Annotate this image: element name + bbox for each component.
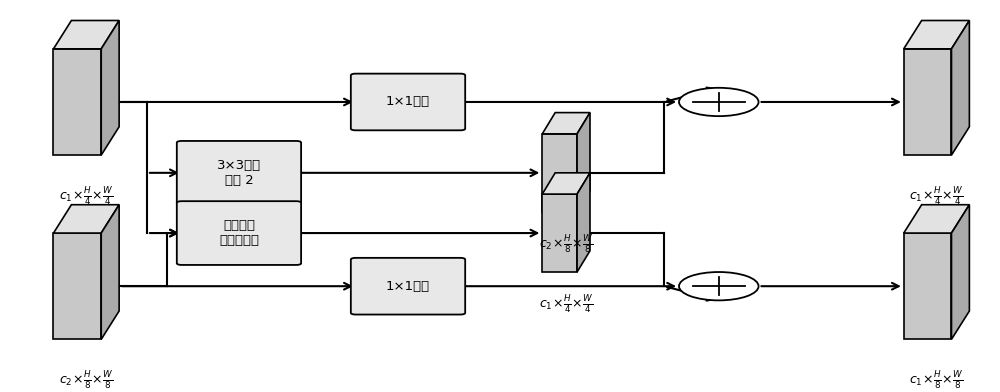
Circle shape	[679, 88, 759, 116]
Polygon shape	[904, 49, 951, 155]
Polygon shape	[101, 20, 119, 155]
Text: $c_1\!\times\!\frac{H}{4}\!\times\!\frac{W}{4}$: $c_1\!\times\!\frac{H}{4}\!\times\!\frac…	[909, 185, 964, 207]
Polygon shape	[951, 205, 969, 339]
Text: $c_1\!\times\!\frac{H}{4}\!\times\!\frac{W}{4}$: $c_1\!\times\!\frac{H}{4}\!\times\!\frac…	[59, 185, 114, 207]
Text: 1×1卷积: 1×1卷积	[386, 96, 430, 109]
Polygon shape	[904, 205, 969, 233]
FancyBboxPatch shape	[177, 201, 301, 265]
FancyBboxPatch shape	[351, 74, 465, 130]
Polygon shape	[542, 194, 577, 272]
Polygon shape	[542, 134, 577, 212]
Text: $c_1\!\times\!\frac{H}{4}\!\times\!\frac{W}{4}$: $c_1\!\times\!\frac{H}{4}\!\times\!\frac…	[539, 293, 593, 315]
Polygon shape	[904, 233, 951, 339]
Text: 语义指导
上采样模块: 语义指导 上采样模块	[219, 219, 259, 247]
Polygon shape	[577, 173, 590, 272]
Text: $c_2\!\times\!\frac{H}{8}\!\times\!\frac{W}{8}$: $c_2\!\times\!\frac{H}{8}\!\times\!\frac…	[59, 369, 114, 391]
Polygon shape	[101, 205, 119, 339]
Polygon shape	[53, 205, 119, 233]
FancyBboxPatch shape	[351, 258, 465, 314]
Polygon shape	[542, 113, 590, 134]
Polygon shape	[577, 113, 590, 212]
Polygon shape	[53, 20, 119, 49]
FancyBboxPatch shape	[177, 141, 301, 205]
Text: $c_1\!\times\!\frac{H}{8}\!\times\!\frac{W}{8}$: $c_1\!\times\!\frac{H}{8}\!\times\!\frac…	[909, 369, 964, 391]
Text: 3×3卷积
步长 2: 3×3卷积 步长 2	[217, 159, 261, 187]
Polygon shape	[542, 173, 590, 194]
Polygon shape	[951, 20, 969, 155]
Polygon shape	[53, 233, 101, 339]
Polygon shape	[904, 20, 969, 49]
Text: 1×1卷积: 1×1卷积	[386, 280, 430, 293]
Text: $c_2\!\times\!\frac{H}{8}\!\times\!\frac{W}{8}$: $c_2\!\times\!\frac{H}{8}\!\times\!\frac…	[539, 233, 593, 255]
Circle shape	[679, 272, 759, 300]
Polygon shape	[53, 49, 101, 155]
